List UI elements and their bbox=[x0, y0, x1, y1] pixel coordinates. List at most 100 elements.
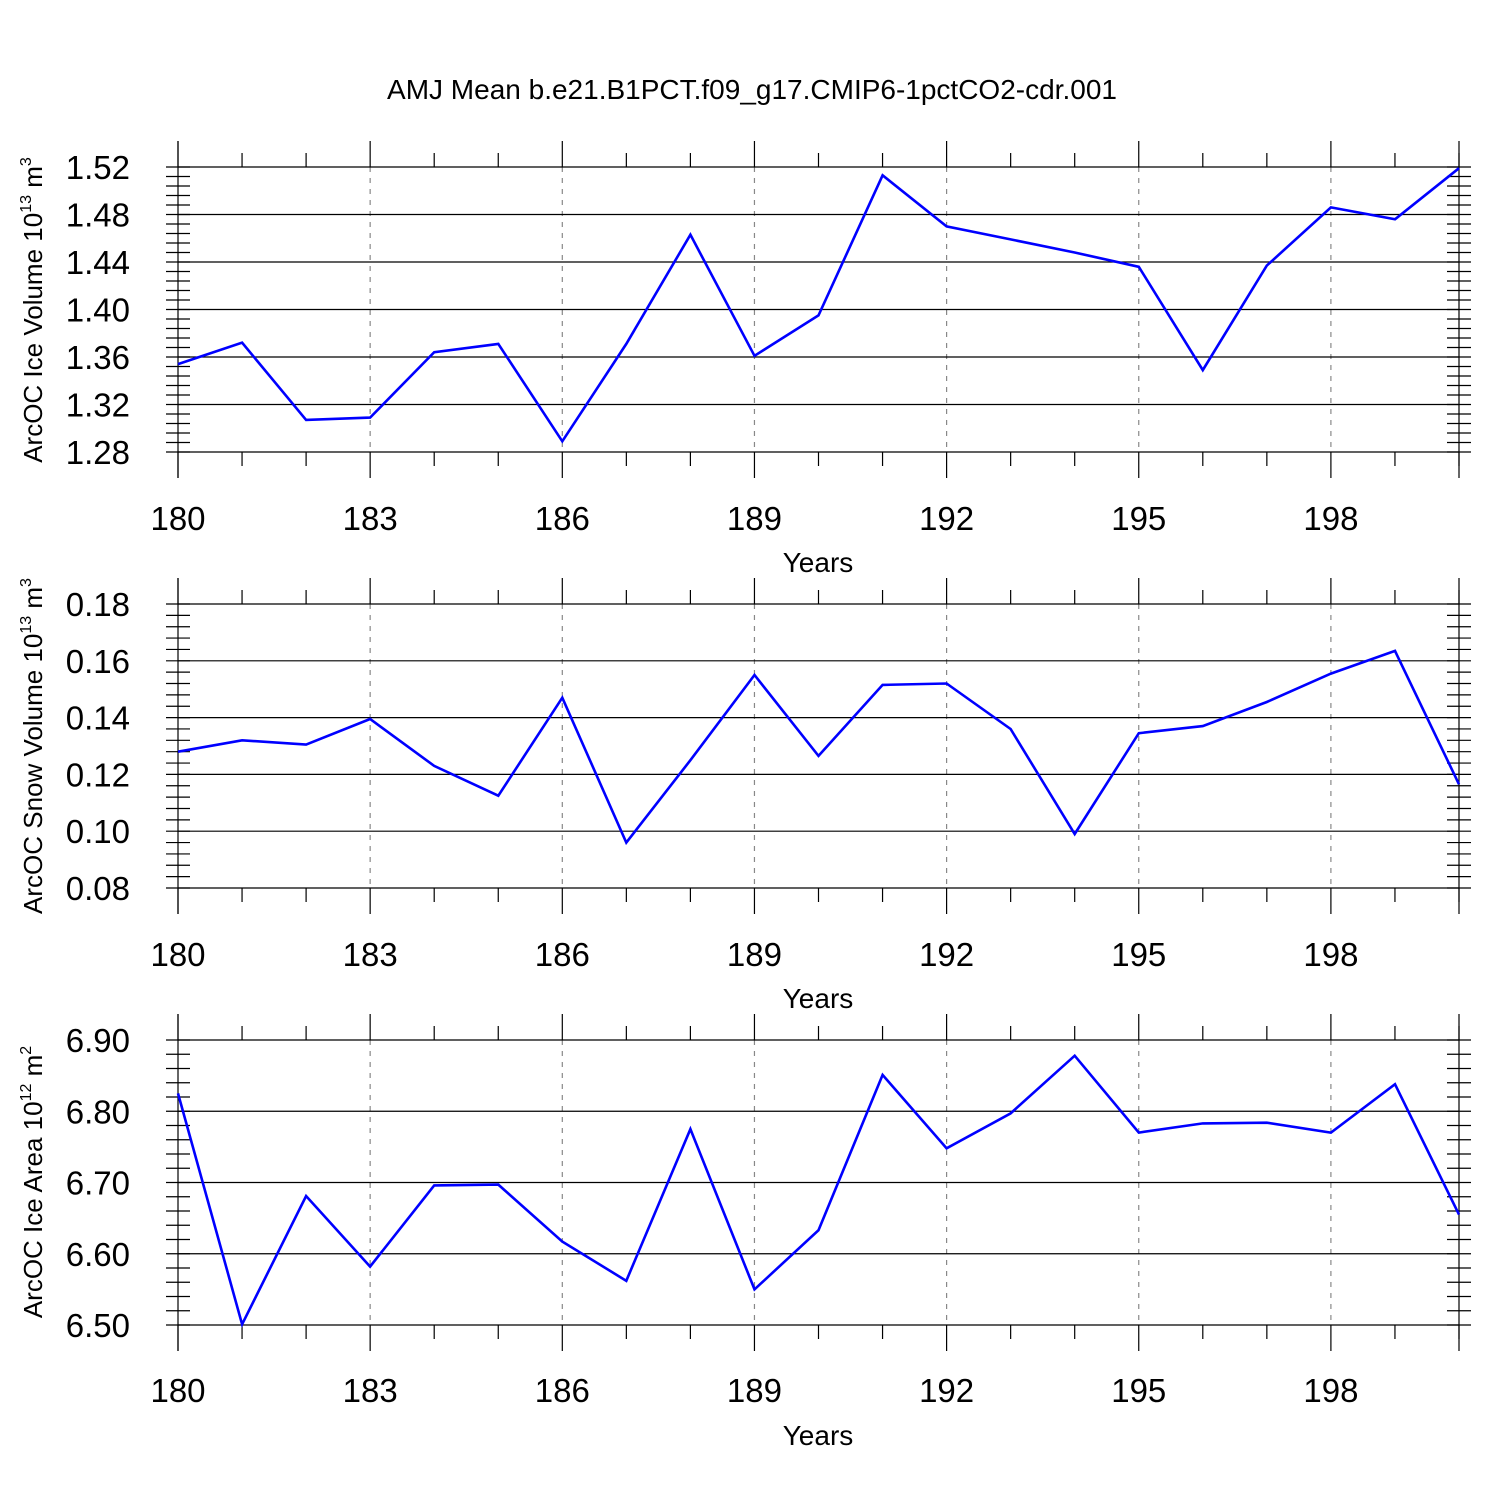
data-point bbox=[304, 1194, 308, 1198]
y-tick-label: 6.60 bbox=[66, 1236, 130, 1273]
data-point bbox=[1009, 237, 1013, 241]
data-point bbox=[176, 750, 180, 754]
y-tick-label: 1.52 bbox=[66, 149, 130, 186]
data-point bbox=[1265, 264, 1269, 268]
y-axis-label-unit-exponent: 3 bbox=[18, 157, 35, 166]
data-point bbox=[176, 1091, 180, 1095]
data-point bbox=[1329, 672, 1333, 676]
data-point bbox=[1329, 205, 1333, 209]
x-tick-label: 195 bbox=[1111, 500, 1166, 537]
x-tick-label: 183 bbox=[343, 1372, 398, 1409]
data-point bbox=[240, 738, 244, 742]
y-tick-label: 6.50 bbox=[66, 1307, 130, 1344]
y-tick-label: 0.10 bbox=[66, 813, 130, 850]
y-tick-label: 1.44 bbox=[66, 244, 130, 281]
y-axis-label-main: ArcOC Snow Volume 10 bbox=[18, 634, 48, 914]
data-point bbox=[1137, 265, 1141, 269]
panels: 1.28 1.32 1.36 1.40 1.44 1.48 1.52 180 183 186 189… bbox=[18, 141, 1471, 1451]
data-point bbox=[1393, 217, 1397, 221]
data-point bbox=[560, 1240, 564, 1244]
data-point bbox=[1201, 724, 1205, 728]
data-point bbox=[688, 758, 692, 762]
y-axis-label: ArcOC Ice Area 1012 m2 bbox=[18, 1046, 48, 1318]
y-tick-label: 6.70 bbox=[66, 1165, 130, 1202]
data-point bbox=[432, 350, 436, 354]
data-point bbox=[1329, 1131, 1333, 1135]
x-tick-label: 195 bbox=[1111, 936, 1166, 973]
y-axis-label-unit: m bbox=[18, 1055, 48, 1084]
y-axis-label-main: ArcOC Ice Area 10 bbox=[18, 1101, 48, 1318]
data-point bbox=[817, 754, 821, 758]
y-axis-label-exponent: 13 bbox=[18, 616, 35, 634]
data-point bbox=[945, 682, 949, 686]
data-point bbox=[624, 342, 628, 346]
data-point bbox=[752, 673, 756, 677]
data-point bbox=[881, 1073, 885, 1077]
data-point bbox=[752, 354, 756, 358]
x-tick-label: 180 bbox=[150, 936, 205, 973]
data-point bbox=[817, 1228, 821, 1232]
x-axis-label: Years bbox=[783, 1420, 854, 1451]
data-point bbox=[1457, 1213, 1461, 1217]
y-axis-label: ArcOC Snow Volume 1013 m3 bbox=[18, 578, 48, 914]
data-point bbox=[1201, 368, 1205, 372]
data-point bbox=[1073, 832, 1077, 836]
x-tick-label: 198 bbox=[1303, 1372, 1358, 1409]
panel-3: 6.50 6.60 6.70 6.80 6.90 180 183 186 189 192 195 19… bbox=[18, 1014, 1471, 1451]
y-tick-label: 6.80 bbox=[66, 1093, 130, 1130]
data-point bbox=[1073, 1054, 1077, 1058]
data-point bbox=[881, 683, 885, 687]
x-tick-label: 189 bbox=[727, 936, 782, 973]
x-axis-label: Years bbox=[783, 983, 854, 1014]
data-point bbox=[432, 1183, 436, 1187]
x-tick-label: 180 bbox=[150, 1372, 205, 1409]
x-tick-label: 192 bbox=[919, 936, 974, 973]
chart-title: AMJ Mean b.e21.B1PCT.f09_g17.CMIP6-1pctC… bbox=[387, 74, 1117, 105]
data-point bbox=[240, 1322, 244, 1326]
y-axis-label-unit-exponent: 3 bbox=[18, 578, 35, 587]
y-tick-label: 1.36 bbox=[66, 339, 130, 376]
y-tick-label: 0.18 bbox=[66, 586, 130, 623]
data-point bbox=[688, 233, 692, 237]
y-tick-label: 0.16 bbox=[66, 643, 130, 680]
y-tick-label: 1.28 bbox=[66, 434, 130, 471]
y-tick-label: 1.32 bbox=[66, 387, 130, 424]
data-point bbox=[1393, 649, 1397, 653]
x-tick-label: 198 bbox=[1303, 936, 1358, 973]
data-point bbox=[496, 1183, 500, 1187]
y-tick-label: 1.48 bbox=[66, 197, 130, 234]
data-point bbox=[560, 439, 564, 443]
data-point bbox=[176, 362, 180, 366]
x-tick-label: 189 bbox=[727, 1372, 782, 1409]
data-point bbox=[817, 313, 821, 317]
data-point bbox=[1457, 166, 1461, 170]
x-tick-label: 186 bbox=[535, 936, 590, 973]
series-line bbox=[176, 1053, 1461, 1328]
y-tick-label: 6.90 bbox=[66, 1022, 130, 1059]
data-point bbox=[752, 1287, 756, 1291]
data-point bbox=[1009, 727, 1013, 731]
data-point bbox=[1265, 1121, 1269, 1125]
data-point bbox=[1137, 731, 1141, 735]
data-point bbox=[1137, 1131, 1141, 1135]
data-point bbox=[496, 342, 500, 346]
y-axis-label-exponent: 13 bbox=[18, 195, 35, 213]
panel-2: 0.08 0.10 0.12 0.14 0.16 0.18 180 183 186 189 192 1… bbox=[18, 578, 1471, 1014]
data-point bbox=[624, 841, 628, 845]
data-point bbox=[560, 696, 564, 700]
x-tick-label: 180 bbox=[150, 500, 205, 537]
y-tick-label: 0.14 bbox=[66, 700, 130, 737]
data-point bbox=[688, 1127, 692, 1131]
y-axis-label-unit: m bbox=[18, 587, 48, 616]
y-axis-label: ArcOC Ice Volume 1013 m3 bbox=[18, 157, 48, 463]
series-line bbox=[177, 167, 1460, 444]
data-point bbox=[240, 341, 244, 345]
x-tick-label: 189 bbox=[727, 500, 782, 537]
x-tick-label: 183 bbox=[343, 500, 398, 537]
y-tick-label: 1.40 bbox=[66, 292, 130, 329]
y-axis-label-unit-exponent: 2 bbox=[18, 1046, 35, 1055]
data-point bbox=[1457, 782, 1461, 786]
data-point bbox=[496, 794, 500, 798]
y-tick-label: 0.12 bbox=[66, 756, 130, 793]
